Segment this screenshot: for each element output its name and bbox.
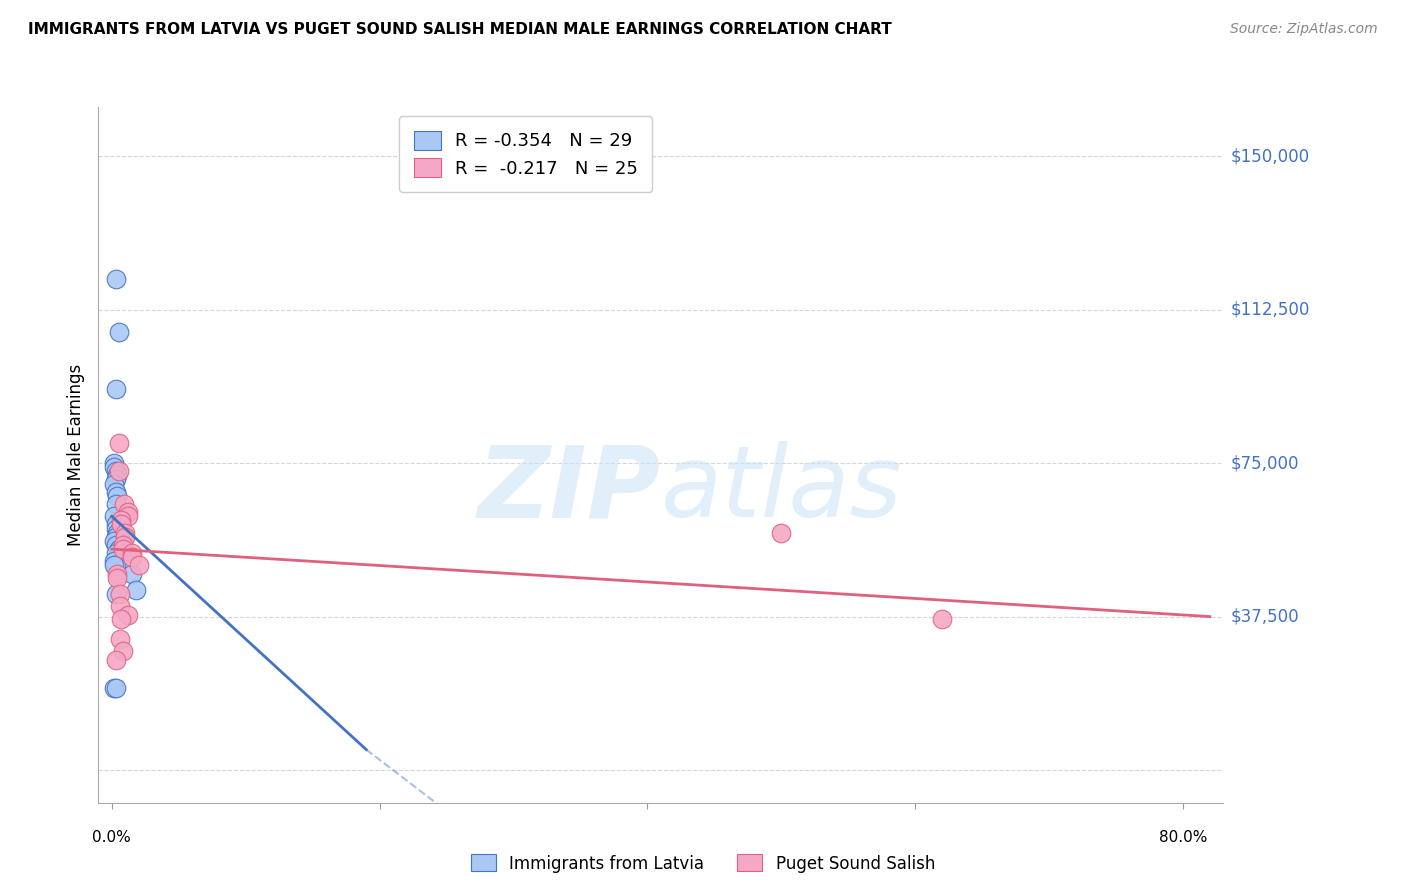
Point: [103, 533, 125, 548]
Text: 0.0%: 0.0%: [93, 830, 131, 845]
Point: [117, 607, 139, 622]
Point: [121, 566, 143, 581]
Point: [104, 546, 127, 560]
Point: [105, 571, 128, 585]
Point: [110, 513, 132, 527]
Point: [128, 558, 150, 573]
Point: [103, 456, 125, 470]
Point: [108, 599, 131, 614]
Point: [117, 509, 139, 524]
Point: [103, 509, 125, 524]
Text: atlas: atlas: [661, 442, 903, 538]
Point: [107, 435, 129, 450]
Point: [105, 468, 128, 483]
Point: [117, 505, 139, 519]
Point: [111, 538, 134, 552]
Point: [931, 612, 953, 626]
Point: [104, 473, 127, 487]
Point: [104, 681, 127, 696]
Text: $150,000: $150,000: [1230, 147, 1309, 165]
Text: $37,500: $37,500: [1230, 607, 1299, 625]
Point: [114, 525, 136, 540]
Point: [107, 464, 129, 478]
Point: [103, 558, 125, 573]
Point: [104, 558, 127, 573]
Point: [770, 525, 793, 540]
Point: [104, 484, 127, 499]
Point: [104, 522, 127, 536]
Point: [110, 612, 132, 626]
Point: [104, 587, 127, 601]
Point: [104, 652, 127, 666]
Text: $75,000: $75,000: [1230, 454, 1299, 472]
Point: [111, 644, 134, 658]
Point: [103, 554, 125, 568]
Point: [111, 542, 134, 557]
Text: Source: ZipAtlas.com: Source: ZipAtlas.com: [1230, 22, 1378, 37]
Text: IMMIGRANTS FROM LATVIA VS PUGET SOUND SALISH MEDIAN MALE EARNINGS CORRELATION CH: IMMIGRANTS FROM LATVIA VS PUGET SOUND SA…: [28, 22, 891, 37]
Point: [104, 517, 127, 532]
Point: [107, 325, 129, 339]
Point: [103, 681, 125, 696]
Point: [105, 566, 128, 581]
Legend: Immigrants from Latvia, Puget Sound Salish: Immigrants from Latvia, Puget Sound Sali…: [464, 847, 942, 880]
Point: [112, 497, 135, 511]
Point: [104, 530, 127, 544]
Legend: R = -0.354   N = 29, R =  -0.217   N = 25: R = -0.354 N = 29, R = -0.217 N = 25: [399, 116, 652, 192]
Point: [103, 460, 125, 475]
Point: [104, 464, 127, 478]
Point: [114, 530, 136, 544]
Text: 80.0%: 80.0%: [1159, 830, 1208, 845]
Point: [105, 525, 128, 540]
Point: [105, 489, 128, 503]
Point: [108, 632, 131, 646]
Y-axis label: Median Male Earnings: Median Male Earnings: [67, 364, 86, 546]
Point: [104, 497, 127, 511]
Point: [121, 550, 143, 565]
Point: [125, 582, 148, 597]
Point: [110, 517, 132, 532]
Point: [104, 272, 127, 286]
Point: [104, 538, 127, 552]
Point: [108, 587, 131, 601]
Point: [104, 383, 127, 397]
Text: ZIP: ZIP: [478, 442, 661, 538]
Point: [107, 542, 129, 557]
Point: [121, 546, 143, 560]
Point: [103, 476, 125, 491]
Text: $112,500: $112,500: [1230, 301, 1309, 318]
